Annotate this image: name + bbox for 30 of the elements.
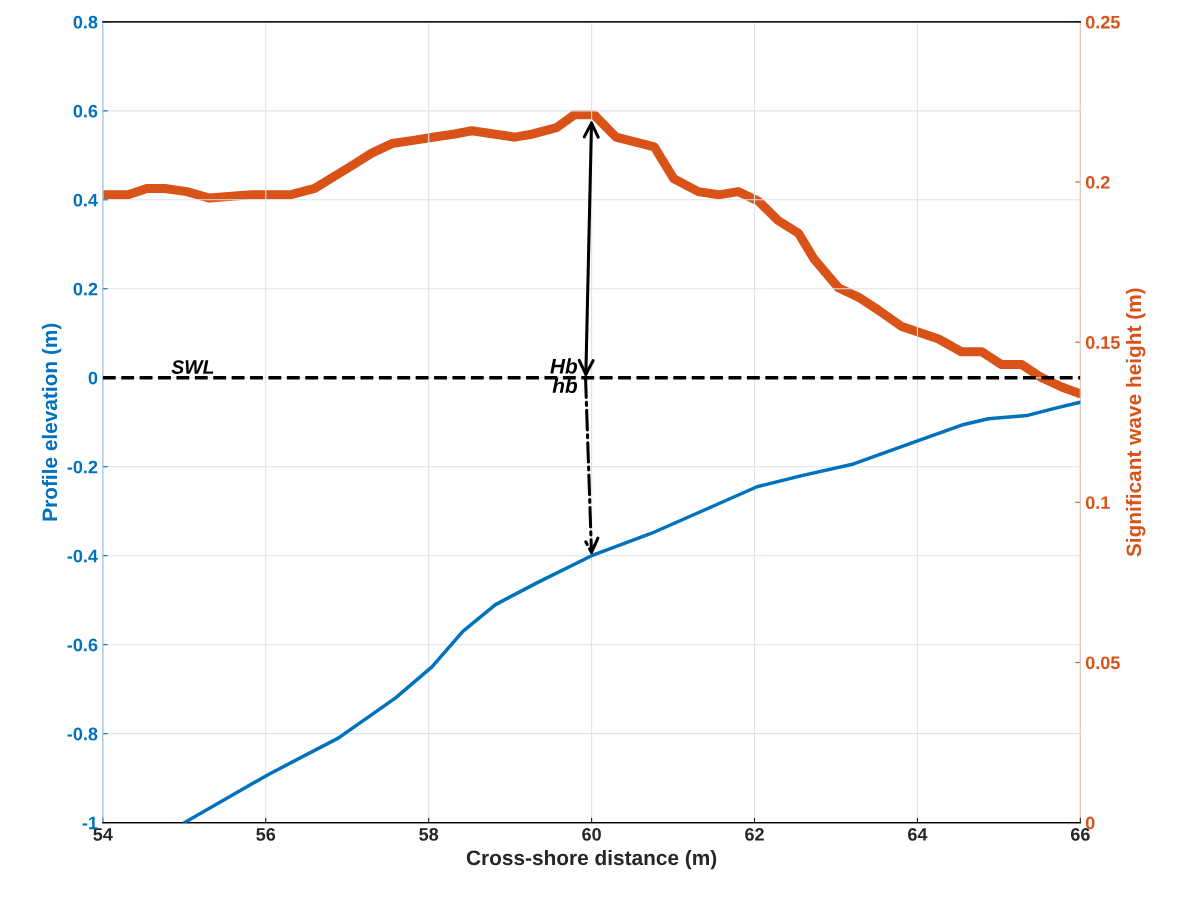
annotation: Hb [550,358,578,374]
y2-tick-label: 0.1 [1085,496,1110,510]
x-tick-label: 58 [419,827,439,841]
y-tick-label: 0.4 [73,193,98,207]
x-tick-label: 54 [93,828,113,841]
y-tick-label: 0.2 [73,282,98,296]
ref-line-label: SWL [171,360,214,374]
x-tick-label: 60 [582,827,601,841]
y-tick-label: 0 [88,371,98,385]
y2-tick-label: 0.05 [1085,656,1120,670]
y2-tick-label: 0.25 [1085,15,1120,29]
x-tick-label: 66 [1070,827,1090,841]
x-tick-label: 64 [908,827,928,841]
x-tick-label: 62 [745,827,764,841]
y2-tick-label: 0.15 [1085,336,1120,349]
y-tick-label: -1 [82,816,98,830]
x-tick-label: 56 [256,827,276,841]
y-tick-label: 0.8 [73,15,98,29]
y2-axis-title: Significant wave height (m) [1125,288,1146,557]
y2-tick-label: 0 [1085,816,1095,830]
line-series [182,400,1081,823]
y-tick-label: -0.2 [67,460,98,474]
y-tick-label: -0.8 [67,727,98,741]
y-tick-label: -0.4 [67,549,98,563]
y-tick-label: 0.6 [73,104,98,118]
annotation: hb [552,377,578,394]
y-tick-label: -0.6 [67,638,98,652]
y-axis-title: Profile elevation (m) [41,323,62,521]
y2-tick-label: 0.2 [1085,175,1110,189]
x-axis-title: Cross-shore distance (m) [466,849,717,870]
